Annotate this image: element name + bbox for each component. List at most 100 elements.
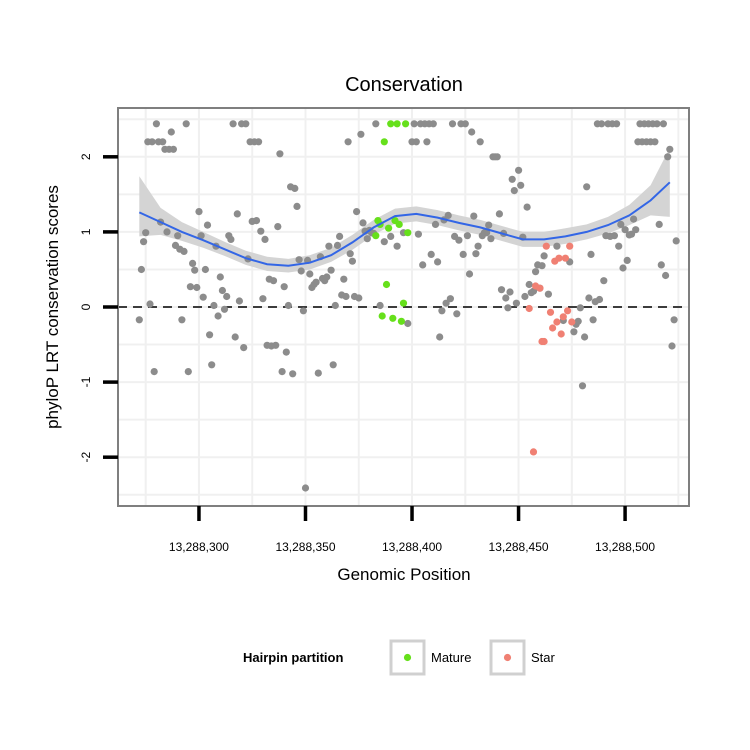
data-point-other: [293, 202, 301, 210]
data-point-star: [557, 330, 565, 338]
data-point-other: [448, 120, 457, 128]
data-point-other: [585, 294, 593, 302]
data-point-star: [566, 242, 574, 250]
data-point-other: [146, 300, 154, 308]
chart-title: Conservation: [345, 74, 463, 96]
x-tick-label: 13,288,500: [595, 540, 655, 554]
data-point-other: [664, 153, 672, 161]
data-point-other: [474, 242, 482, 250]
data-point-mature: [382, 280, 391, 289]
legend-label-mature: Mature: [431, 650, 471, 665]
data-point-other: [472, 250, 480, 258]
data-point-star: [546, 308, 555, 316]
data-point-star: [525, 304, 533, 313]
data-point-other: [227, 235, 235, 243]
data-point-other: [502, 294, 510, 302]
data-point-mature: [380, 138, 388, 146]
data-point-other: [178, 316, 186, 324]
data-point-other: [252, 217, 261, 225]
data-point-other: [393, 242, 401, 250]
data-point-other: [538, 262, 546, 270]
data-point-star: [559, 313, 567, 321]
data-point-mature: [402, 120, 410, 128]
data-point-other: [512, 299, 521, 307]
data-point-other: [174, 232, 182, 240]
data-point-other: [619, 264, 627, 272]
data-point-other: [195, 208, 203, 216]
data-point-other: [621, 226, 629, 234]
data-point-other: [235, 297, 243, 305]
data-point-other: [598, 120, 606, 128]
data-point-mature: [378, 312, 386, 320]
data-point-other: [333, 241, 342, 249]
legend-title: Hairpin partition: [243, 650, 343, 665]
data-point-other: [140, 238, 148, 246]
data-point-other: [404, 319, 412, 328]
data-point-other: [259, 295, 267, 303]
data-point-other: [167, 128, 175, 136]
data-point-other: [272, 341, 280, 349]
y-axis-ticks: -2 -1 0 1 2: [79, 153, 118, 463]
data-point-star: [549, 324, 557, 332]
data-point-other: [137, 265, 145, 274]
data-point-other: [206, 331, 214, 339]
data-point-other: [257, 227, 265, 235]
data-point-other: [380, 238, 388, 246]
data-point-other: [444, 211, 452, 219]
data-point-other: [653, 120, 661, 128]
data-point-other: [497, 286, 506, 294]
data-point-mature: [387, 120, 395, 128]
data-point-other: [525, 280, 533, 289]
data-point-mature: [393, 120, 401, 128]
data-point-other: [532, 268, 540, 276]
data-point-other: [284, 301, 292, 310]
data-point-mature: [389, 314, 397, 322]
data-point-other: [476, 138, 484, 146]
data-point-other: [517, 181, 525, 189]
data-point-other: [191, 266, 199, 274]
data-point-other: [323, 273, 331, 281]
x-tick-label: 13,288,400: [382, 540, 442, 554]
data-point-other: [578, 382, 587, 390]
data-point-other: [278, 368, 286, 376]
data-point-other: [142, 229, 150, 237]
y-tick-label: -1: [79, 376, 93, 387]
data-point-other: [504, 304, 512, 312]
data-point-other: [461, 120, 469, 128]
data-point-other: [274, 223, 282, 231]
data-point-other: [189, 259, 197, 267]
data-point-other: [423, 138, 431, 146]
y-tick-label: 0: [79, 303, 93, 310]
data-point-other: [487, 235, 495, 243]
data-point-other: [414, 230, 422, 238]
data-point-other: [193, 283, 201, 292]
data-point-other: [372, 120, 380, 128]
data-point-other: [632, 226, 640, 234]
data-point-other: [240, 344, 248, 352]
data-point-other: [289, 370, 297, 378]
data-point-other: [515, 166, 523, 174]
data-point-other: [521, 292, 529, 301]
data-point-other: [376, 301, 384, 310]
confidence-band: [139, 147, 670, 273]
smooth-trend-line: [138, 181, 671, 267]
data-point-other: [197, 232, 205, 240]
data-point-other: [216, 273, 224, 281]
data-point-other: [436, 333, 444, 341]
data-point-other: [672, 237, 680, 245]
data-point-other: [630, 215, 638, 223]
legend-item-star: Star: [489, 639, 556, 676]
data-point-other: [583, 183, 591, 191]
y-axis-label: phyloP LRT conservation scores: [43, 185, 62, 429]
data-point-other: [459, 250, 467, 258]
data-point-other: [544, 290, 553, 298]
data-point-other: [623, 256, 631, 264]
y-tick-label: 1: [79, 228, 93, 235]
data-point-other: [282, 348, 290, 356]
data-points: [135, 120, 680, 492]
data-point-other: [666, 145, 674, 153]
data-point-other: [357, 130, 365, 138]
data-point-other: [359, 219, 367, 227]
data-point-other: [186, 283, 194, 291]
